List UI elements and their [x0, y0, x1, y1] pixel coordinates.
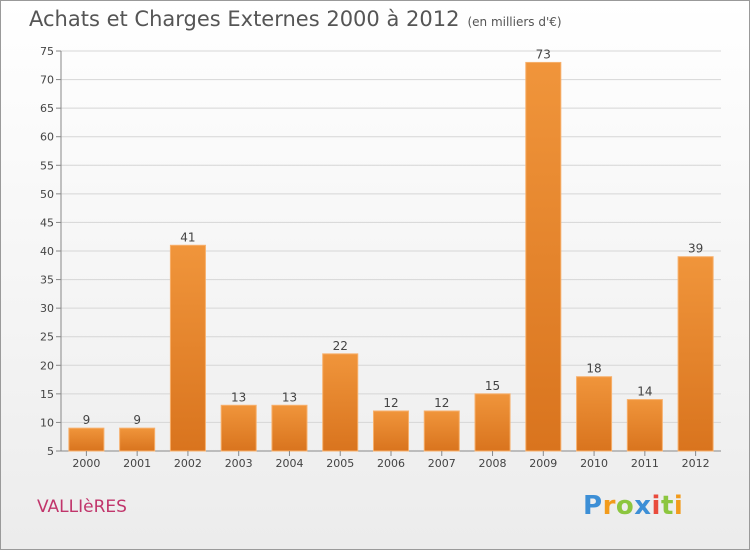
y-tick-label: 10: [40, 416, 54, 429]
x-tick-label: 2008: [479, 457, 507, 470]
bar: [68, 427, 105, 452]
bar: [322, 353, 359, 452]
logo-letter: o: [615, 491, 635, 521]
bar: [423, 410, 460, 452]
x-tick-label: 2002: [174, 457, 202, 470]
x-tick-label: 2004: [275, 457, 303, 470]
y-tick-label: 65: [40, 102, 54, 115]
x-tick-label: 2011: [631, 457, 659, 470]
data-label: 41: [180, 230, 195, 244]
logo-letter: r: [602, 491, 616, 521]
chart-title: Achats et Charges Externes 2000 à 2012 (e…: [29, 7, 562, 31]
data-label: 9: [83, 413, 91, 427]
bar: [626, 399, 663, 452]
data-label: 14: [637, 385, 652, 399]
y-tick-label: 15: [40, 388, 54, 401]
data-label: 39: [688, 242, 703, 256]
logo-letter: x: [634, 491, 652, 521]
proxiti-logo: Proxiti: [583, 491, 683, 521]
y-tick-label: 5: [47, 445, 54, 458]
data-label: 9: [133, 413, 141, 427]
bar: [169, 244, 206, 452]
data-label: 15: [485, 379, 500, 393]
bar: [677, 256, 714, 452]
x-tick-label: 2012: [682, 457, 710, 470]
y-tick-label: 45: [40, 216, 54, 229]
logo-letter: P: [583, 491, 603, 521]
y-tick-label: 55: [40, 159, 54, 172]
chart-subtitle: (en milliers d'€): [467, 15, 562, 29]
logo-letter: t: [660, 491, 674, 521]
y-tick-label: 70: [40, 74, 54, 87]
y-tick-label: 50: [40, 188, 54, 201]
x-tick-label: 2009: [529, 457, 557, 470]
x-tick-label: 2007: [428, 457, 456, 470]
bar: [119, 427, 156, 452]
y-tick-label: 60: [40, 131, 54, 144]
location-label: VALLIèRES: [37, 497, 127, 517]
data-label: 18: [586, 362, 601, 376]
x-tick-label: 2003: [225, 457, 253, 470]
data-label: 12: [434, 396, 449, 410]
y-tick-label: 40: [40, 245, 54, 258]
bar: [576, 376, 613, 452]
y-tick-label: 30: [40, 302, 54, 315]
x-tick-label: 2006: [377, 457, 405, 470]
chart-title-text: Achats et Charges Externes 2000 à 2012: [29, 7, 460, 31]
y-tick-label: 25: [40, 331, 54, 344]
bar: [220, 404, 257, 452]
bar: [372, 410, 410, 452]
bar: [525, 61, 562, 452]
x-tick-label: 2010: [580, 457, 608, 470]
x-tick-label: 2001: [123, 457, 151, 470]
data-label: 13: [231, 390, 246, 404]
data-label: 13: [282, 390, 297, 404]
x-tick-label: 2000: [72, 457, 100, 470]
x-tick-label: 2005: [326, 457, 354, 470]
data-label: 73: [536, 47, 551, 61]
data-label: 12: [383, 396, 398, 410]
bar: [271, 404, 308, 452]
y-tick-label: 35: [40, 274, 54, 287]
y-tick-label: 75: [40, 45, 54, 58]
y-tick-label: 20: [40, 359, 54, 372]
logo-letter: i: [673, 491, 684, 521]
data-label: 22: [333, 339, 348, 353]
logo-letter: i: [651, 491, 661, 521]
bar: [474, 393, 511, 452]
